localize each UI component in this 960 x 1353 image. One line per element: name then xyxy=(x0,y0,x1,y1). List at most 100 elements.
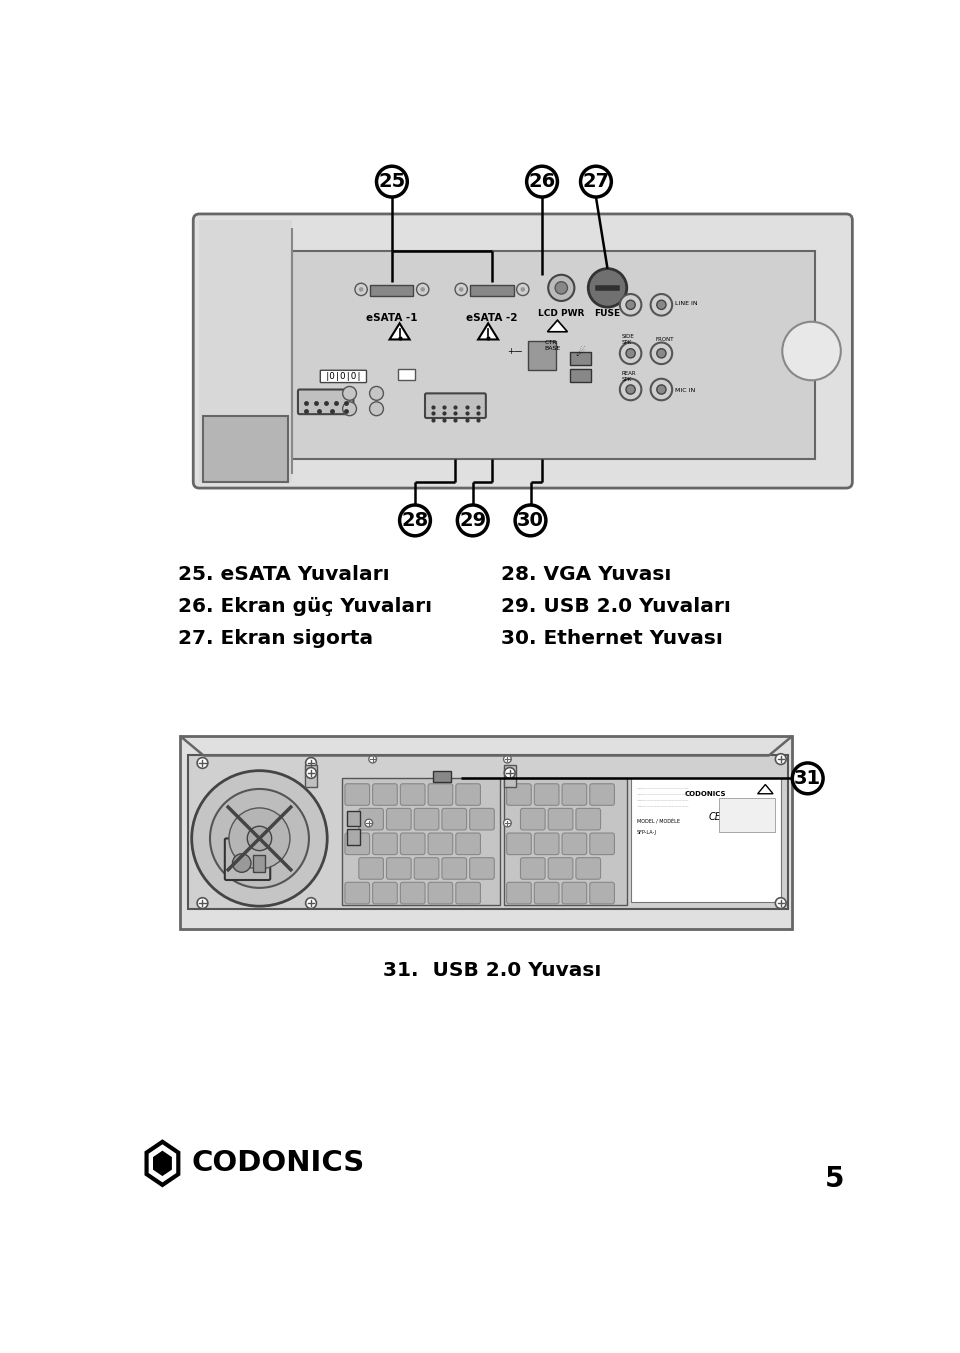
Text: 30. Ethernet Yuvası: 30. Ethernet Yuvası xyxy=(501,629,723,648)
FancyBboxPatch shape xyxy=(535,833,559,855)
Text: ———————————————: ——————————————— xyxy=(636,798,689,802)
Text: CODONICS: CODONICS xyxy=(192,1149,365,1177)
Circle shape xyxy=(581,166,612,198)
Circle shape xyxy=(548,275,574,300)
FancyBboxPatch shape xyxy=(507,833,531,855)
Circle shape xyxy=(527,166,558,198)
Circle shape xyxy=(305,767,317,778)
Bar xyxy=(188,755,788,909)
FancyBboxPatch shape xyxy=(428,783,453,805)
Circle shape xyxy=(365,819,372,827)
Circle shape xyxy=(305,897,317,908)
Polygon shape xyxy=(757,785,773,794)
Text: SIDE
SPK: SIDE SPK xyxy=(621,334,635,345)
Text: FRONT: FRONT xyxy=(656,337,674,342)
Text: 29: 29 xyxy=(459,511,487,530)
Circle shape xyxy=(457,505,488,536)
Circle shape xyxy=(343,402,356,415)
FancyBboxPatch shape xyxy=(225,839,271,879)
Circle shape xyxy=(792,763,823,794)
Circle shape xyxy=(520,287,525,292)
FancyBboxPatch shape xyxy=(548,858,573,879)
Bar xyxy=(348,810,360,827)
Polygon shape xyxy=(390,323,410,340)
Text: MODEL / MODÈLE: MODEL / MODÈLE xyxy=(636,819,680,824)
FancyBboxPatch shape xyxy=(428,882,453,904)
Circle shape xyxy=(504,767,516,778)
Circle shape xyxy=(626,349,636,359)
Bar xyxy=(398,369,415,380)
Circle shape xyxy=(192,771,327,907)
Bar xyxy=(570,352,591,365)
FancyBboxPatch shape xyxy=(562,882,587,904)
Text: 26: 26 xyxy=(528,172,556,191)
Circle shape xyxy=(229,808,290,869)
Circle shape xyxy=(626,300,636,310)
Bar xyxy=(631,778,780,901)
Text: 31.  USB 2.0 Yuvası: 31. USB 2.0 Yuvası xyxy=(383,962,601,981)
FancyBboxPatch shape xyxy=(456,882,480,904)
Circle shape xyxy=(459,287,464,292)
Text: 27. Ekran sigorta: 27. Ekran sigorta xyxy=(178,629,373,648)
FancyBboxPatch shape xyxy=(507,783,531,805)
Text: 30: 30 xyxy=(517,511,544,530)
Circle shape xyxy=(504,755,512,763)
FancyBboxPatch shape xyxy=(469,808,494,829)
Text: LINE IN: LINE IN xyxy=(675,300,698,306)
Circle shape xyxy=(782,322,841,380)
Text: eSATA -2: eSATA -2 xyxy=(467,313,517,322)
FancyBboxPatch shape xyxy=(456,833,480,855)
FancyBboxPatch shape xyxy=(576,858,601,879)
Circle shape xyxy=(197,897,208,908)
Circle shape xyxy=(651,294,672,315)
Text: REAR
SPK: REAR SPK xyxy=(621,371,636,382)
Text: +—: +— xyxy=(508,348,523,356)
Text: LCD PWR: LCD PWR xyxy=(539,310,585,318)
Circle shape xyxy=(359,287,364,292)
Bar xyxy=(528,341,556,371)
FancyBboxPatch shape xyxy=(589,833,614,855)
Text: CTR
BASE: CTR BASE xyxy=(544,340,561,350)
FancyBboxPatch shape xyxy=(345,833,370,855)
Text: CE: CE xyxy=(708,812,722,821)
Circle shape xyxy=(420,287,425,292)
FancyBboxPatch shape xyxy=(507,882,531,904)
FancyBboxPatch shape xyxy=(400,783,425,805)
Circle shape xyxy=(370,402,383,415)
Bar xyxy=(570,369,591,382)
FancyBboxPatch shape xyxy=(562,783,587,805)
FancyBboxPatch shape xyxy=(372,783,397,805)
Circle shape xyxy=(305,758,317,769)
FancyBboxPatch shape xyxy=(589,882,614,904)
FancyBboxPatch shape xyxy=(387,808,411,829)
Bar xyxy=(180,736,792,928)
FancyBboxPatch shape xyxy=(372,833,397,855)
FancyBboxPatch shape xyxy=(359,808,383,829)
Bar xyxy=(504,778,627,905)
FancyBboxPatch shape xyxy=(456,783,480,805)
FancyBboxPatch shape xyxy=(576,808,601,829)
FancyBboxPatch shape xyxy=(520,858,545,879)
Bar xyxy=(305,766,317,787)
Circle shape xyxy=(248,827,272,851)
Circle shape xyxy=(776,897,786,908)
FancyBboxPatch shape xyxy=(372,882,397,904)
FancyBboxPatch shape xyxy=(535,882,559,904)
Text: SFP-LA-J: SFP-LA-J xyxy=(636,829,657,835)
FancyBboxPatch shape xyxy=(589,783,614,805)
Polygon shape xyxy=(154,1151,171,1176)
Text: 28: 28 xyxy=(401,511,428,530)
Circle shape xyxy=(504,819,512,827)
Circle shape xyxy=(516,283,529,295)
Text: ———————————————: ——————————————— xyxy=(636,805,689,809)
Polygon shape xyxy=(478,323,498,340)
FancyBboxPatch shape xyxy=(548,808,573,829)
FancyBboxPatch shape xyxy=(345,783,370,805)
Text: eSATA -1: eSATA -1 xyxy=(366,313,418,322)
Bar xyxy=(200,221,292,482)
Text: 29. USB 2.0 Yuvaları: 29. USB 2.0 Yuvaları xyxy=(501,597,732,616)
Bar xyxy=(204,417,288,482)
Circle shape xyxy=(369,755,376,763)
FancyBboxPatch shape xyxy=(442,858,467,879)
Text: 26. Ekran güç Yuvaları: 26. Ekran güç Yuvaları xyxy=(178,597,432,616)
